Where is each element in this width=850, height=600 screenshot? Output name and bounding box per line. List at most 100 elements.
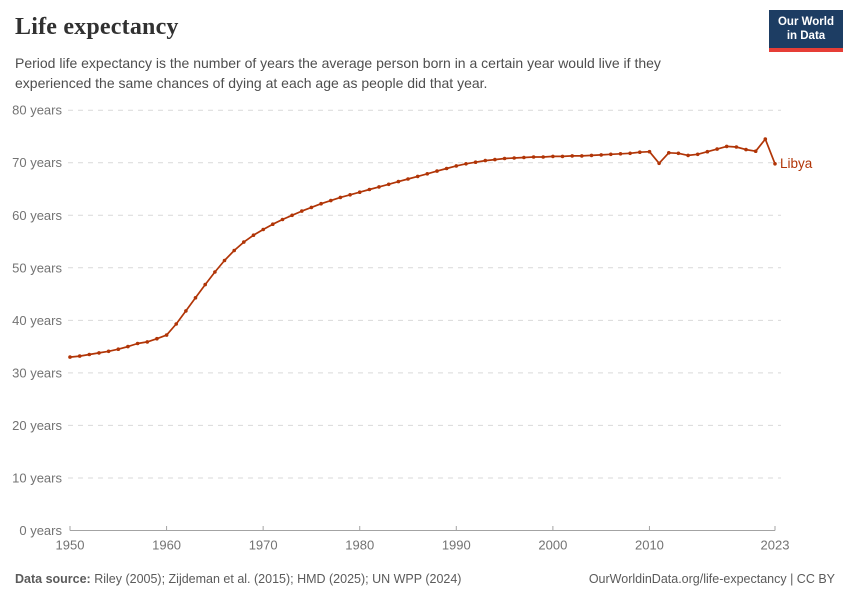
data-point-marker[interactable] [715,147,719,151]
data-point-marker[interactable] [242,240,246,244]
data-point-marker[interactable] [87,352,92,357]
data-point-marker[interactable] [338,195,343,200]
x-tick-label: 2010 [635,538,664,553]
data-point-marker[interactable] [444,166,449,171]
data-point-marker[interactable] [329,198,333,203]
y-tick-label: 70 years [12,155,62,170]
data-point-marker[interactable] [280,217,285,222]
data-point-marker[interactable] [657,161,661,166]
data-point-marker[interactable] [406,177,410,181]
data-point-marker[interactable] [560,154,565,159]
data-point-marker[interactable] [309,205,314,210]
y-tick-label: 60 years [12,208,62,223]
data-point-marker[interactable] [135,341,140,346]
x-tick-label: 1970 [249,538,278,553]
data-point-marker[interactable] [609,152,613,157]
page-title: Life expectancy [15,14,179,40]
data-point-marker[interactable] [763,137,768,141]
data-point-marker[interactable] [599,153,603,157]
data-point-marker[interactable] [618,152,623,156]
data-point-marker[interactable] [164,333,169,337]
x-tick-label: 2023 [761,538,790,553]
data-point-marker[interactable] [77,354,82,358]
owid-link[interactable]: OurWorldinData.org/life-expectancy | CC … [588,572,835,586]
data-point-marker[interactable] [213,270,217,274]
data-point-marker[interactable] [686,153,690,158]
data-point-marker[interactable] [695,152,700,157]
data-point-marker[interactable] [68,355,72,359]
data-point-marker[interactable] [116,347,121,352]
data-point-marker[interactable] [541,155,545,159]
data-point-marker[interactable] [271,222,275,226]
data-point-marker[interactable] [184,309,188,313]
series-end-label[interactable]: Libya [780,156,813,171]
series-line[interactable] [69,138,776,358]
chart-footer: Data source: Riley (2005); Zijdeman et a… [15,572,835,586]
y-tick-label: 30 years [12,365,62,380]
data-point-marker[interactable] [647,149,652,154]
data-point-marker[interactable] [580,154,584,158]
data-point-marker[interactable] [570,154,574,158]
x-tick-label: 1950 [56,538,85,553]
data-point-marker[interactable] [454,164,459,168]
data-point-marker[interactable] [251,233,256,237]
data-point-marker[interactable] [773,162,777,166]
data-point-marker[interactable] [589,153,594,158]
data-source-text: Data source: Riley (2005); Zijdeman et a… [15,572,461,586]
data-point-marker[interactable] [126,344,130,349]
data-point-marker[interactable] [464,162,468,166]
data-point-marker[interactable] [386,182,391,187]
data-point-marker[interactable] [522,155,526,160]
data-point-marker[interactable] [628,151,632,156]
data-point-marker[interactable] [97,351,101,355]
data-point-marker[interactable] [222,258,227,263]
data-point-marker[interactable] [348,193,352,197]
data-point-marker[interactable] [319,201,323,206]
data-point-marker[interactable] [483,158,488,163]
data-point-marker[interactable] [193,296,198,300]
y-tick-label: 20 years [12,418,62,433]
data-point-marker[interactable] [145,340,150,344]
data-point-marker[interactable] [667,151,671,155]
y-tick-label: 10 years [12,470,62,485]
data-point-marker[interactable] [396,179,401,184]
data-point-marker[interactable] [744,147,748,152]
owid-logo: Our World in Data [769,10,843,52]
data-point-marker[interactable] [551,154,555,159]
data-point-marker[interactable] [232,248,236,253]
owid-logo-line1: Our World [777,16,834,28]
y-tick-label: 40 years [12,313,62,328]
data-point-marker[interactable] [357,190,362,194]
data-point-marker[interactable] [425,172,430,176]
data-point-marker[interactable] [734,145,739,149]
data-point-marker[interactable] [290,213,294,218]
x-tick-label: 1980 [345,538,374,553]
data-point-marker[interactable] [493,157,497,162]
data-point-marker[interactable] [638,150,642,154]
y-tick-label: 80 years [12,103,62,118]
data-point-marker[interactable] [415,174,420,179]
x-tick-label: 1990 [442,538,471,553]
data-point-marker[interactable] [203,282,207,287]
data-source-label: Data source: [15,572,91,586]
data-point-marker[interactable] [502,156,507,161]
data-point-marker[interactable] [155,336,159,341]
x-tick-label: 1960 [152,538,181,553]
data-point-marker[interactable] [705,149,710,154]
data-point-marker[interactable] [676,151,681,156]
data-point-marker[interactable] [473,160,478,164]
owid-logo-line2: in Data [786,30,826,43]
data-point-marker[interactable] [724,144,729,149]
data-point-marker[interactable] [435,169,439,173]
data-point-marker[interactable] [753,149,758,153]
data-point-marker[interactable] [300,209,304,213]
data-point-marker[interactable] [531,155,536,159]
data-point-marker[interactable] [512,156,516,160]
data-point-marker[interactable] [261,227,266,232]
data-point-marker[interactable] [367,187,372,192]
data-point-marker[interactable] [174,322,178,326]
data-point-marker[interactable] [377,185,381,189]
data-point-marker[interactable] [106,349,111,354]
